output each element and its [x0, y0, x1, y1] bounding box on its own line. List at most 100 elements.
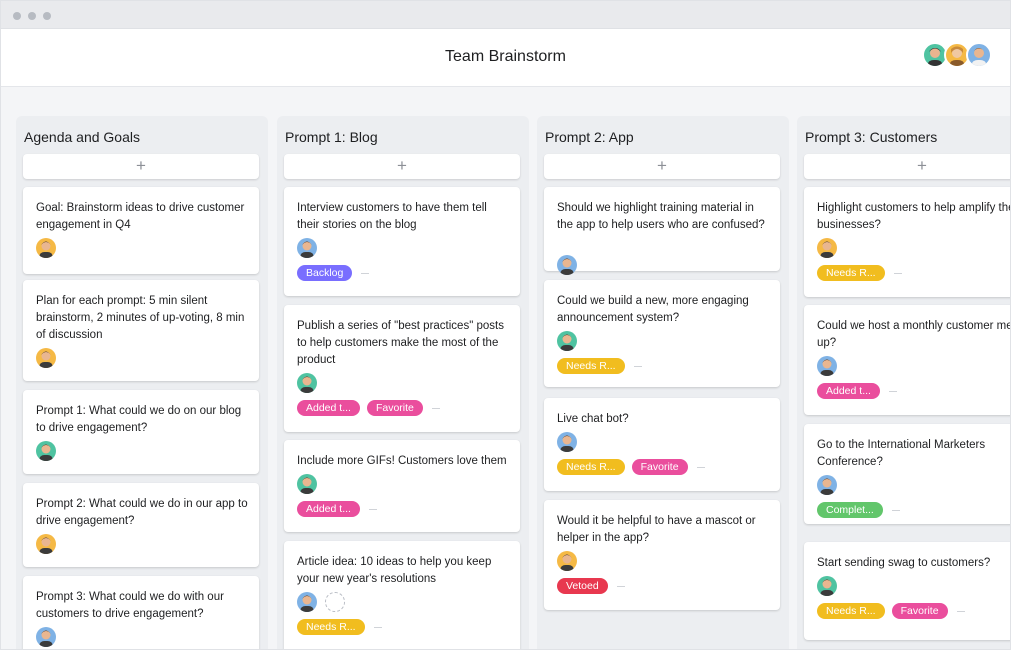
task-card[interactable]: Include more GIFs! Customers love them Ad… — [284, 440, 520, 532]
tag-badge[interactable]: Favorite — [366, 400, 423, 416]
tag-list: Needs R... Favorite — [817, 603, 965, 619]
task-card[interactable]: Plan for each prompt: 5 min silent brain… — [23, 280, 259, 381]
task-card[interactable]: Could we host a monthly customer meet-up… — [804, 305, 1011, 415]
task-card[interactable]: Goal: Brainstorm ideas to drive customer… — [23, 187, 259, 274]
task-card[interactable]: Could we build a new, more engaging anno… — [544, 280, 780, 387]
more-tags-divider — [368, 509, 377, 511]
tag-badge[interactable]: Needs R... — [817, 603, 885, 619]
task-title: Highlight customers to help amplify thei… — [817, 202, 1011, 231]
board-column: Prompt 3: Customers + Highlight customers … — [797, 116, 1011, 649]
task-card[interactable]: Live chat bot? Needs R... Favorite — [544, 398, 780, 491]
task-card[interactable]: Interview customers to have them tell th… — [284, 187, 520, 296]
tag-badge[interactable]: Needs R... — [557, 358, 625, 374]
tag-badge[interactable]: Needs R... — [817, 265, 885, 281]
assignee-avatar[interactable] — [36, 348, 56, 368]
tag-list: Needs R... — [297, 619, 382, 635]
assignee-avatar[interactable] — [817, 356, 837, 376]
task-title: Prompt 1: What could we do on our blog t… — [36, 405, 242, 434]
add-task-button[interactable]: + — [804, 154, 1010, 179]
add-task-button[interactable]: + — [284, 154, 520, 179]
add-task-button[interactable]: + — [544, 154, 780, 179]
assignee-avatar[interactable] — [36, 534, 56, 554]
column-title[interactable]: Prompt 2: App — [545, 129, 634, 145]
tag-badge[interactable]: Added t... — [297, 501, 360, 517]
tag-badge[interactable]: Added t... — [297, 400, 360, 416]
task-title: Goal: Brainstorm ideas to drive customer… — [36, 202, 245, 231]
window-maximize-dot[interactable] — [43, 12, 51, 20]
task-title: Include more GIFs! Customers love them — [297, 455, 507, 467]
tag-badge[interactable]: Added t... — [817, 383, 880, 399]
task-title: Plan for each prompt: 5 min silent brain… — [36, 295, 245, 341]
tag-badge[interactable]: Complet... — [817, 502, 883, 518]
task-card[interactable]: Publish a series of "best practices" pos… — [284, 305, 520, 432]
tag-badge[interactable]: Favorite — [631, 459, 688, 475]
task-card[interactable]: Highlight customers to help amplify thei… — [804, 187, 1011, 297]
tag-list: Added t... — [817, 383, 897, 399]
assignee-avatar[interactable] — [297, 592, 317, 612]
window-close-dot[interactable] — [13, 12, 21, 20]
assignee-avatar[interactable] — [817, 475, 837, 495]
task-title: Article idea: 10 ideas to help you keep … — [297, 556, 492, 585]
more-tags-divider — [956, 611, 965, 613]
task-card[interactable]: Article idea: 10 ideas to help you keep … — [284, 541, 520, 649]
task-card[interactable]: Would it be helpful to have a mascot or … — [544, 500, 780, 610]
assignee-avatar[interactable] — [557, 331, 577, 351]
tag-list: Backlog — [297, 265, 370, 281]
assignee-avatar[interactable] — [817, 576, 837, 596]
assignee-avatar[interactable] — [557, 551, 577, 571]
tag-list: Needs R... — [557, 358, 642, 374]
task-card[interactable]: Prompt 2: What could we do in our app to… — [23, 483, 259, 567]
add-task-button[interactable]: + — [23, 154, 259, 179]
tag-list: Vetoed — [557, 578, 625, 594]
assignee-avatar[interactable] — [817, 238, 837, 258]
task-card[interactable]: Prompt 3: What could we do with our cust… — [23, 576, 259, 649]
more-tags-divider — [888, 391, 897, 393]
add-collaborator-icon[interactable] — [325, 592, 345, 612]
task-title: Prompt 3: What could we do with our cust… — [36, 591, 224, 620]
task-card[interactable]: Should we highlight training material in… — [544, 187, 780, 275]
task-title: Would it be helpful to have a mascot or … — [557, 515, 756, 544]
task-card[interactable]: Start sending swag to customers? Needs R.… — [804, 542, 1010, 640]
avatar[interactable] — [922, 42, 948, 68]
board-column: Prompt 1: Blog + Interview customers to ha… — [277, 116, 529, 649]
task-title: Could we host a monthly customer meet-up… — [817, 320, 1011, 349]
tag-badge[interactable]: Vetoed — [557, 578, 608, 594]
task-title: Go to the International Marketers Confer… — [817, 439, 986, 468]
more-tags-divider — [891, 510, 900, 512]
assignee-avatar[interactable] — [36, 238, 56, 258]
avatar[interactable] — [944, 42, 970, 68]
task-card[interactable]: Prompt 1: What could we do on our blog t… — [23, 390, 259, 474]
assignee-avatar[interactable] — [297, 474, 317, 494]
tag-list: Added t... — [297, 501, 377, 517]
tag-list: Needs R... — [817, 265, 902, 281]
assignee-avatar[interactable] — [297, 238, 317, 258]
tag-badge[interactable]: Favorite — [891, 603, 948, 619]
tag-list: Added t... Favorite — [297, 400, 440, 416]
more-tags-divider — [893, 273, 902, 275]
avatar[interactable] — [966, 42, 992, 68]
assignee-avatar[interactable] — [36, 627, 56, 647]
column-title[interactable]: Prompt 3: Customers — [805, 129, 938, 145]
assignee-avatar[interactable] — [297, 373, 317, 393]
assignee-avatar[interactable] — [557, 432, 577, 452]
member-avatars[interactable] — [922, 42, 994, 70]
column-title[interactable]: Prompt 1: Blog — [285, 129, 378, 145]
window-chrome — [1, 1, 1010, 29]
window-minimize-dot[interactable] — [28, 12, 36, 20]
board-header: Team Brainstorm — [1, 29, 1010, 87]
board-column: Prompt 2: App + Should we highlight traini… — [537, 116, 789, 649]
board-column: Agenda and Goals + Goal: Brainstorm ideas … — [16, 116, 268, 649]
more-tags-divider — [696, 467, 705, 469]
task-card[interactable]: Go to the International Marketers Confer… — [804, 424, 1010, 524]
assignee-avatar[interactable] — [36, 441, 56, 461]
more-tags-divider — [633, 366, 642, 368]
assignee-avatar[interactable] — [557, 255, 577, 275]
tag-badge[interactable]: Needs R... — [557, 459, 625, 475]
tag-badge[interactable]: Needs R... — [297, 619, 365, 635]
tag-badge[interactable]: Backlog — [297, 265, 353, 281]
task-title: Could we build a new, more engaging anno… — [557, 295, 749, 324]
more-tags-divider — [616, 586, 625, 588]
column-title[interactable]: Agenda and Goals — [24, 129, 140, 145]
more-tags-divider — [361, 273, 370, 275]
